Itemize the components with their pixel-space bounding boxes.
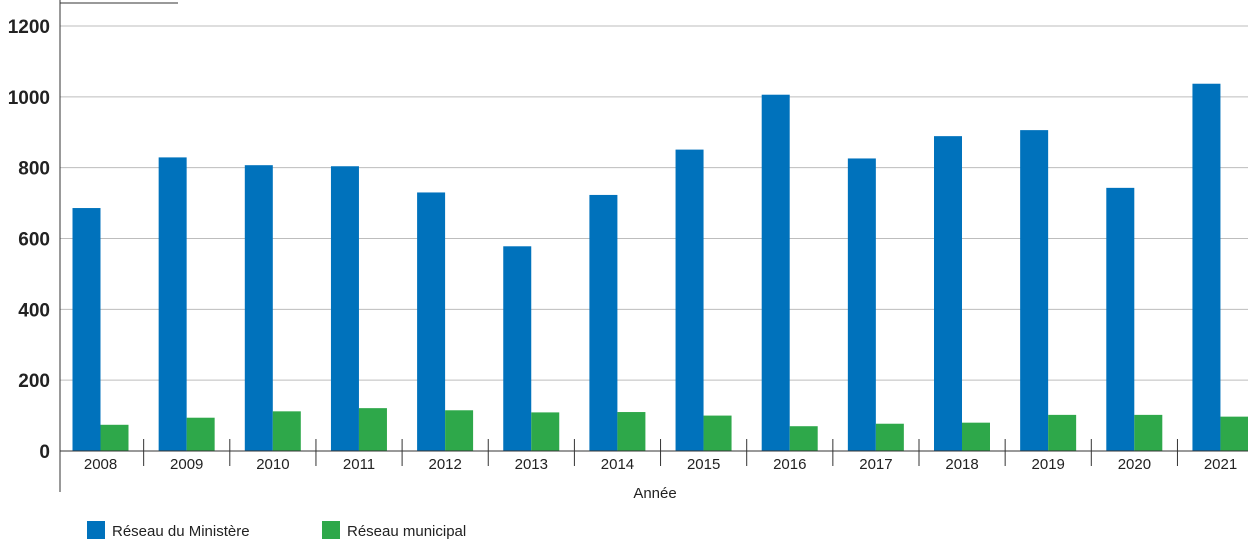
legend-label: Réseau du Ministère (112, 523, 250, 540)
y-tick-labels: 0 200 400 600 800 1000 1200 (8, 17, 50, 463)
bar-reseau-ministere (1020, 130, 1049, 451)
bar-reseau-ministere (1192, 83, 1221, 452)
bar-reseau-ministere (72, 208, 101, 451)
legend-swatch (87, 521, 105, 539)
x-tick-label: 2016 (773, 456, 806, 473)
y-tick-label: 200 (18, 371, 50, 392)
x-axis-label: Année (633, 485, 676, 502)
x-tick-label: 2014 (601, 456, 634, 473)
bar-reseau-municipal (1220, 416, 1248, 451)
bar-reseau-municipal (1134, 414, 1163, 451)
legend-label: Réseau municipal (347, 523, 466, 540)
bar-reseau-municipal (703, 415, 732, 451)
bar-reseau-municipal (358, 408, 387, 451)
y-tick-label: 1000 (8, 88, 50, 109)
x-tick-label: 2021 (1204, 456, 1237, 473)
axes (59, 0, 1248, 492)
x-tick-label: 2012 (428, 456, 461, 473)
bar-reseau-ministere (330, 166, 359, 451)
bar-reseau-ministere (589, 194, 618, 451)
bar-reseau-municipal (100, 424, 129, 451)
x-tick-label: 2010 (256, 456, 289, 473)
bar-reseau-ministere (847, 158, 876, 452)
gridlines (60, 25, 1248, 381)
x-tick-label: 2017 (859, 456, 892, 473)
bar-reseau-ministere (417, 192, 446, 452)
bar-reseau-ministere (158, 157, 187, 452)
bar-reseau-municipal (789, 426, 818, 451)
x-tick-label: 2015 (687, 456, 720, 473)
x-tick-label: 2019 (1032, 456, 1065, 473)
y-tick-label: 600 (18, 230, 50, 251)
y-tick-label: 1200 (8, 17, 50, 38)
legend: Réseau du Ministère Réseau municipal (87, 521, 466, 540)
x-tick-label: 2018 (945, 456, 978, 473)
bar-reseau-ministere (675, 149, 704, 451)
bar-reseau-ministere (503, 246, 532, 451)
bar-reseau-ministere (244, 165, 273, 451)
bar-reseau-ministere (761, 94, 790, 451)
bar-reseau-municipal (272, 411, 301, 451)
bar-reseau-municipal (531, 412, 560, 451)
bar-reseau-municipal (445, 410, 474, 451)
bar-reseau-municipal (962, 422, 990, 451)
x-tick-label: 2020 (1118, 456, 1151, 473)
x-tick-label: 2008 (84, 456, 117, 473)
x-tick-labels: 2008 2009 2010 2011 2012 2013 2014 2015 2016 2017… (84, 456, 1237, 473)
bar-reseau-municipal (1048, 414, 1077, 451)
bar-reseau-ministere (934, 136, 962, 452)
x-tick-label: 2009 (170, 456, 203, 473)
bar-reseau-ministere (1106, 187, 1135, 451)
y-tick-label: 0 (39, 442, 50, 463)
bar-reseau-municipal (617, 412, 646, 451)
x-tick-label: 2013 (515, 456, 548, 473)
legend-swatch (322, 521, 340, 539)
bar-reseau-municipal (875, 423, 904, 451)
bar-reseau-municipal (186, 417, 215, 451)
x-tick-label: 2011 (343, 456, 375, 473)
bars (72, 83, 1248, 452)
y-tick-label: 400 (18, 300, 50, 321)
y-tick-label: 800 (18, 159, 50, 180)
